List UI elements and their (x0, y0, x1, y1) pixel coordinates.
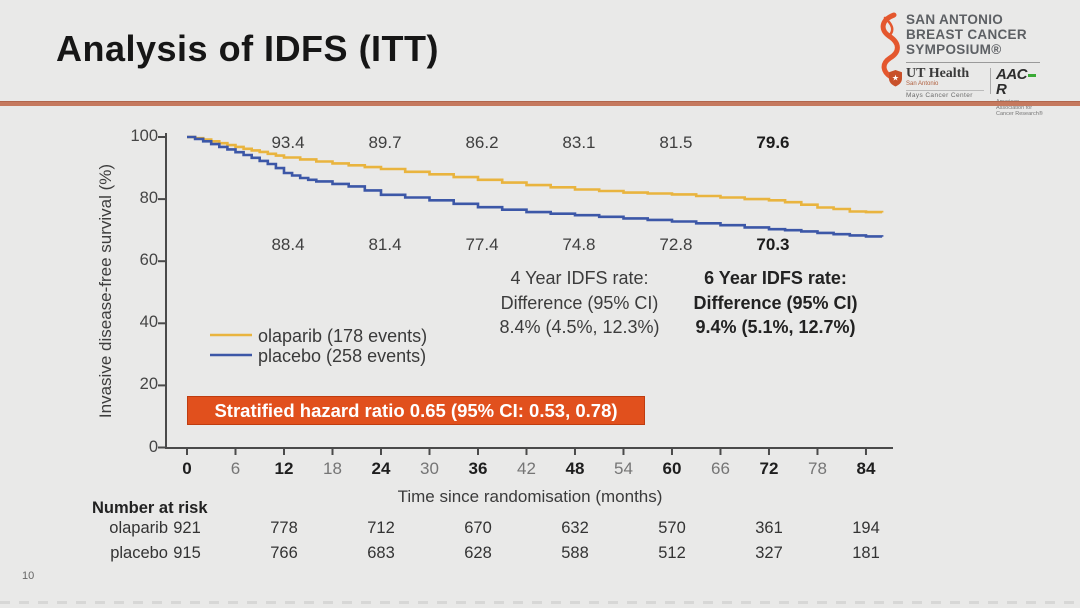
survival-rate-label-olaparib: 93.4 (271, 133, 305, 152)
x-tick-label: 72 (759, 459, 779, 478)
risk-value: 361 (755, 519, 783, 537)
risk-value: 628 (464, 544, 492, 562)
x-tick-label: 0 (182, 459, 192, 478)
title-divider-rule (0, 101, 1080, 106)
aacr-letters-left: AAC (996, 66, 1028, 83)
survival-rate-label-placebo: 81.4 (368, 235, 402, 254)
bottom-dotted-rule (0, 601, 1080, 604)
x-tick-label: 12 (274, 459, 294, 478)
x-tick-label: 78 (808, 459, 827, 478)
risk-value: 588 (561, 544, 589, 562)
logo-vertical-separator (990, 68, 991, 94)
x-tick-label: 42 (517, 459, 536, 478)
four-year-difference-value: 8.4% (4.5%, 12.3%) (499, 317, 660, 337)
y-axis-label: Invasive disease-free survival (%) (96, 163, 115, 419)
aacr-letters-right: R (996, 81, 1007, 98)
survival-rate-label-placebo: 77.4 (465, 235, 499, 254)
y-tick-label: 100 (130, 127, 158, 145)
risk-value: 712 (367, 519, 395, 537)
legend-placebo-label: placebo (258 events) (258, 346, 427, 366)
ut-health-logo: UT Health San Antonio Mays Cancer Center (906, 67, 984, 99)
six-year-idfs-stats: 6 Year IDFS rate: Difference (95% CI) 9.… (663, 266, 888, 340)
y-tick-label: 40 (139, 313, 158, 332)
y-tick-label: 80 (139, 189, 158, 208)
risk-value: 512 (658, 544, 686, 562)
survival-rate-label-placebo: 72.8 (659, 235, 693, 254)
risk-value: 327 (755, 544, 783, 562)
sabcs-logo: SAN ANTONIO BREAST CANCER SYMPOSIUM® ★ U… (872, 8, 1044, 117)
four-year-idfs-stats: 4 Year IDFS rate: Difference (95% CI) 8.… (467, 266, 692, 340)
risk-value: 921 (173, 519, 201, 537)
six-year-title: 6 Year IDFS rate: (704, 268, 847, 288)
ribbon-icon (880, 12, 900, 80)
slide-page-number: 10 (22, 570, 35, 582)
risk-value: 766 (270, 544, 298, 562)
risk-value: 194 (852, 519, 880, 537)
aacr-green-bar-icon (1028, 74, 1036, 77)
logo-divider-line (906, 62, 1040, 63)
survival-rate-label-olaparib: 81.5 (659, 133, 693, 152)
four-year-difference-label: Difference (95% CI) (500, 292, 659, 313)
risk-row-label: placebo (110, 544, 168, 562)
x-tick-label: 60 (662, 459, 682, 478)
hazard-ratio-banner: Stratified hazard ratio 0.65 (95% CI: 0.… (187, 396, 645, 425)
x-tick-label: 66 (711, 459, 730, 478)
risk-value: 683 (367, 544, 395, 562)
risk-row-label: olaparib (109, 519, 168, 537)
x-tick-label: 6 (230, 459, 241, 478)
survival-rate-label-olaparib: 86.2 (465, 133, 499, 152)
y-tick-label: 0 (148, 437, 158, 456)
survival-rate-label-olaparib: 89.7 (368, 133, 402, 152)
risk-table-title: Number at risk (92, 499, 208, 517)
risk-value: 915 (173, 544, 201, 562)
sabcs-line2: BREAST CANCER (906, 27, 1027, 42)
x-tick-label: 84 (856, 459, 876, 478)
x-axis-label: Time since randomisation (months) (397, 487, 663, 506)
y-tick-label: 60 (139, 251, 158, 270)
x-tick-label: 30 (420, 459, 439, 478)
risk-value: 181 (852, 544, 880, 562)
y-tick-label: 20 (139, 375, 158, 394)
legend-olaparib-label: olaparib (178 events) (258, 326, 428, 346)
risk-value: 570 (658, 519, 686, 537)
x-tick-label: 48 (565, 459, 585, 478)
four-year-title: 4 Year IDFS rate: (510, 268, 649, 288)
sabcs-wordmark: SAN ANTONIO BREAST CANCER SYMPOSIUM® (906, 12, 1027, 57)
risk-value: 632 (561, 519, 589, 537)
six-year-difference-value: 9.4% (5.1%, 12.7%) (695, 317, 856, 337)
x-tick-label: 18 (323, 459, 342, 478)
survival-rate-label-placebo: 70.3 (756, 235, 790, 254)
ut-health-location: San Antonio (906, 81, 939, 87)
ut-health-shield-icon: ★ (889, 70, 902, 87)
survival-rate-label-placebo: 88.4 (271, 235, 305, 254)
ut-health-name: UT Health (906, 66, 970, 81)
sabcs-line3: SYMPOSIUM® (906, 42, 1002, 57)
aacr-logo: AACR American Association for Cancer Res… (996, 67, 1046, 117)
svg-text:★: ★ (892, 74, 899, 83)
survival-rate-label-olaparib: 79.6 (756, 133, 790, 152)
sabcs-line1: SAN ANTONIO (906, 12, 1004, 27)
survival-rate-label-olaparib: 83.1 (562, 133, 596, 152)
six-year-difference-label: Difference (95% CI) (693, 292, 858, 313)
risk-value: 778 (270, 519, 298, 537)
aacr-wordmark: AACR (996, 67, 1046, 97)
x-tick-label: 24 (371, 459, 391, 478)
x-tick-label: 36 (468, 459, 488, 478)
slide-title: Analysis of IDFS (ITT) (56, 28, 440, 69)
x-tick-label: 54 (614, 459, 633, 478)
survival-rate-label-placebo: 74.8 (562, 235, 596, 254)
risk-value: 670 (464, 519, 492, 537)
ut-health-division: Mays Cancer Center (906, 90, 984, 99)
